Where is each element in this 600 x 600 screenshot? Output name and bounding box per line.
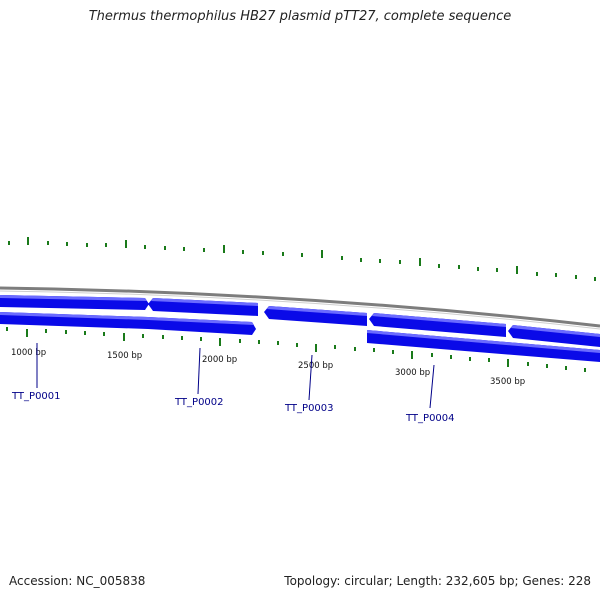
gene-label-tt-p0004[interactable]: TT_P0004 bbox=[405, 413, 455, 424]
scale-label: 3500 bp bbox=[490, 377, 525, 387]
accession-text: Accession: NC_005838 bbox=[9, 574, 146, 588]
scale-label: 1000 bp bbox=[11, 348, 46, 358]
gene-labels: TT_P0001 TT_P0002 TT_P0003 TT_P0004 bbox=[11, 391, 455, 424]
reverse-strand-features bbox=[0, 312, 600, 362]
map-title: Thermus thermophilus HB27 plasmid pTT27,… bbox=[88, 9, 512, 24]
outer-tick-row bbox=[8, 237, 596, 281]
backbone-ring bbox=[0, 286, 600, 330]
scale-label: 3000 bp bbox=[395, 368, 430, 378]
forward-strand-features bbox=[0, 295, 600, 347]
topology-stats: Topology: circular; Length: 232,605 bp; … bbox=[284, 574, 591, 588]
feature-arrow bbox=[508, 325, 600, 347]
inner-tick-row bbox=[6, 327, 586, 372]
gene-label-tt-p0002[interactable]: TT_P0002 bbox=[174, 397, 224, 408]
gene-label-leaders bbox=[36, 343, 435, 409]
scale-labels: 1000 bp 1500 bp 2000 bp 2500 bp 3000 bp … bbox=[11, 348, 525, 387]
gene-label-tt-p0001[interactable]: TT_P0001 bbox=[11, 391, 61, 402]
feature-arrow bbox=[369, 313, 506, 337]
scale-label: 1500 bp bbox=[107, 351, 142, 361]
scale-label: 2000 bp bbox=[202, 355, 237, 365]
scale-label: 2500 bp bbox=[298, 361, 333, 371]
gene-label-tt-p0003[interactable]: TT_P0003 bbox=[284, 403, 334, 414]
feature-arrow bbox=[264, 306, 367, 326]
